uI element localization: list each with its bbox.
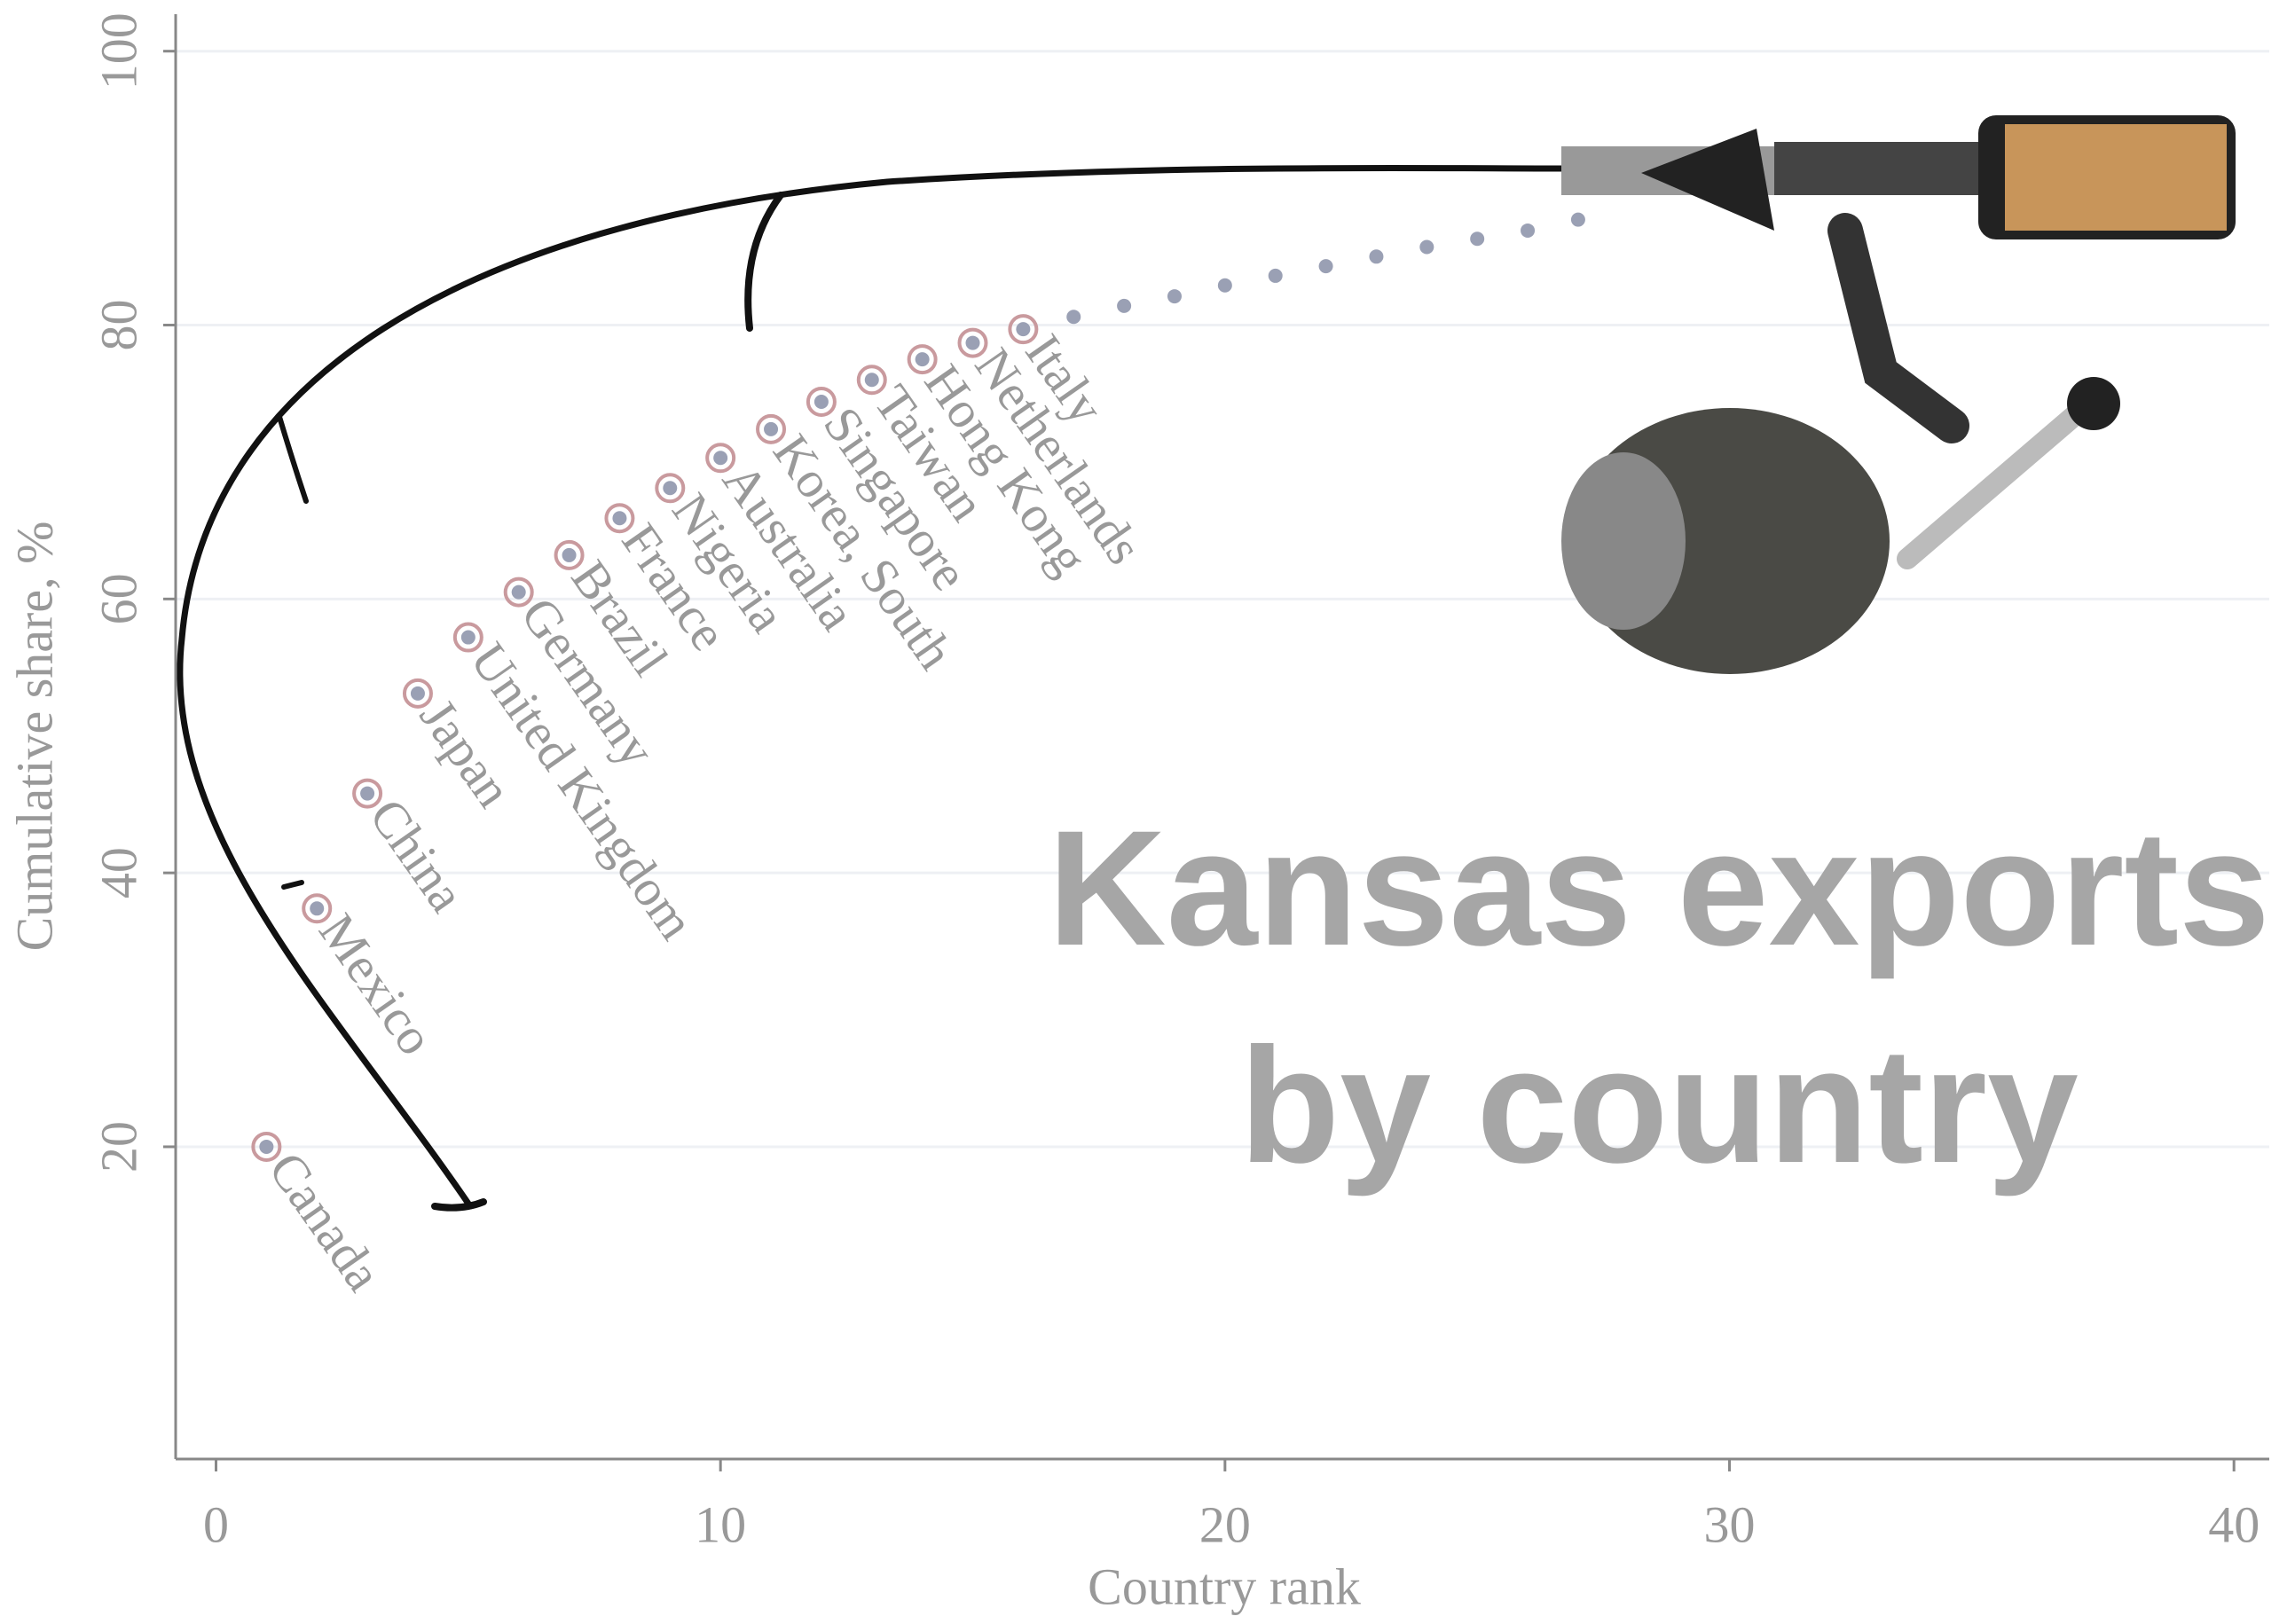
point: [460, 630, 476, 645]
point: [259, 1139, 274, 1154]
point: [713, 451, 728, 466]
point: [1016, 322, 1031, 337]
y-tick-label: 80: [90, 300, 147, 351]
marker-ring: [1008, 314, 1039, 345]
point: [1217, 278, 1232, 293]
chart-title: Kansas exports by country: [1048, 797, 2270, 1197]
point: [410, 686, 425, 701]
marker-ring: [806, 386, 837, 417]
point: [612, 511, 627, 526]
marker-ring: [655, 473, 686, 504]
marker-ring: [402, 678, 433, 709]
marker-ring: [756, 413, 787, 444]
point: [864, 373, 879, 388]
y-tick-label: 20: [90, 1121, 147, 1173]
point: [1369, 249, 1384, 264]
x-axis-label: Country rank: [1088, 1557, 1361, 1615]
marker-ring: [907, 344, 938, 375]
point: [1521, 223, 1536, 238]
marker-ring: [705, 443, 736, 474]
point: [1318, 259, 1333, 274]
point: [1268, 268, 1283, 283]
point: [1470, 231, 1485, 247]
point: [764, 421, 779, 436]
marker-ring: [302, 893, 333, 924]
marker-ring: [957, 327, 988, 358]
point-label: China: [358, 788, 476, 922]
x-tick-label: 10: [695, 1495, 746, 1553]
marker-ring: [554, 539, 585, 570]
y-tick-label: 60: [90, 573, 147, 624]
x-tick-label: 0: [203, 1495, 229, 1553]
marker-ring: [452, 622, 483, 653]
marker-ring: [604, 503, 635, 534]
point-label: Canada: [257, 1142, 393, 1301]
point: [1066, 310, 1081, 325]
x-tick-label: 20: [1199, 1495, 1251, 1553]
point-label: Mexico: [308, 903, 445, 1064]
point: [915, 352, 930, 367]
point: [360, 786, 375, 801]
y-tick-label: 100: [90, 12, 147, 90]
y-tick-label: 40: [90, 847, 147, 898]
point: [813, 394, 829, 409]
x-tick-label: 40: [2208, 1495, 2260, 1553]
point: [1570, 212, 1585, 227]
fishing-rod: [177, 115, 2236, 1212]
point: [1167, 289, 1182, 304]
marker-ring: [856, 365, 887, 396]
marker-ring: [251, 1131, 282, 1162]
point: [663, 481, 678, 496]
point: [1117, 298, 1132, 313]
y-axis-label: Cumulative share, %: [5, 522, 63, 952]
point: [511, 584, 526, 600]
point: [1419, 239, 1434, 255]
point: [562, 547, 577, 562]
marker-ring: [352, 778, 383, 809]
x-tick-label: 30: [1704, 1495, 1756, 1553]
point: [310, 901, 325, 916]
point: [965, 335, 980, 350]
marker-ring: [503, 577, 534, 608]
